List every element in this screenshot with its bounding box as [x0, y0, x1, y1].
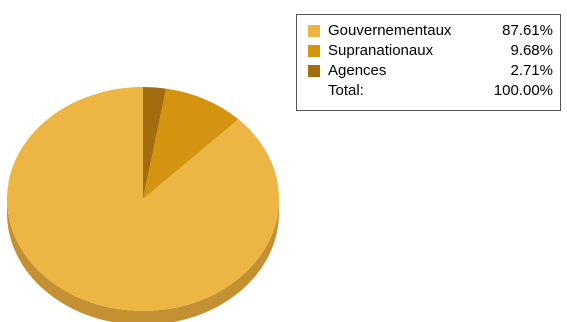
- pie-slice-supranationaux: [143, 88, 239, 199]
- pie-slice-gouvernementaux: [6, 87, 279, 311]
- legend-value-supranationaux: 9.68%: [510, 42, 553, 59]
- legend-label-gouvernementaux: Gouvernementaux: [328, 22, 452, 39]
- legend-label-supranationaux: Supranationaux: [328, 42, 434, 59]
- legend-swatch-supranationaux: [308, 45, 320, 57]
- legend-label-agences: Agences: [328, 62, 387, 79]
- legend-value-total: 100.00%: [493, 82, 553, 99]
- pie-slice-agences: [143, 87, 167, 199]
- legend-row-gouvernementaux: Gouvernementaux 87.61%: [297, 21, 560, 41]
- legend: Gouvernementaux 87.61% Supranationaux 9.…: [296, 14, 561, 111]
- legend-label-total: Total:: [328, 82, 364, 99]
- legend-row-supranationaux: Supranationaux 9.68%: [297, 41, 560, 61]
- legend-value-agences: 2.71%: [510, 62, 553, 79]
- legend-row-total: Total: 100.00%: [297, 81, 560, 101]
- legend-swatch-agences: [308, 65, 320, 77]
- legend-row-agences: Agences 2.71%: [297, 61, 560, 81]
- legend-value-gouvernementaux: 87.61%: [502, 22, 553, 39]
- legend-swatch-gouvernementaux: [308, 25, 320, 37]
- pie-slices: [6, 87, 279, 311]
